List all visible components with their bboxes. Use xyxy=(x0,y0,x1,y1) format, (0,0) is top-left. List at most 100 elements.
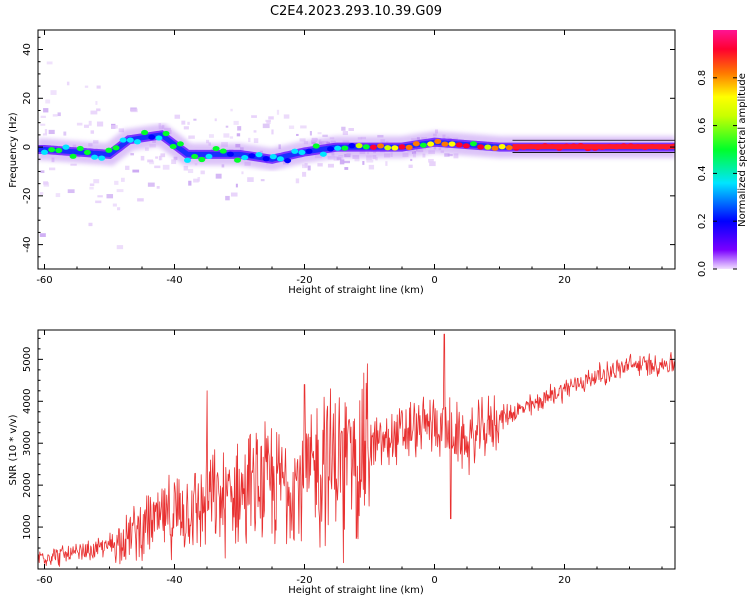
ridge-blob xyxy=(355,143,363,149)
spectral-sample xyxy=(221,164,225,168)
spectral-sample xyxy=(225,125,229,128)
ridge-blob xyxy=(448,141,456,147)
ridge-blob xyxy=(141,129,149,136)
spectral-sample xyxy=(112,203,117,207)
spectral-sample xyxy=(44,129,48,134)
spectral-sample xyxy=(57,112,61,117)
spectral-sample xyxy=(302,164,308,169)
ridge-blob xyxy=(427,141,435,147)
spectral-sample xyxy=(93,140,99,144)
spectral-sample xyxy=(309,131,312,136)
spectral-sample xyxy=(106,194,114,199)
y-tick-label: -20 xyxy=(22,188,33,204)
y-tick-label: 4000 xyxy=(22,389,33,414)
ridge-blob xyxy=(241,154,249,161)
spectrogram-ridge-layer xyxy=(38,123,675,171)
spectral-sample xyxy=(160,153,166,158)
colorbar-tick-label: 0.4 xyxy=(697,165,708,181)
y-tick-label: 20 xyxy=(22,92,33,105)
snr-series-line xyxy=(38,333,675,567)
ridge-blob xyxy=(412,141,420,147)
spectral-sample xyxy=(236,133,241,137)
snr-frame xyxy=(37,329,676,570)
ridge-blob xyxy=(491,145,499,151)
spectral-sample xyxy=(181,120,186,125)
ridge-blob xyxy=(234,157,242,163)
ridge-blob xyxy=(226,151,234,157)
ridge-blob xyxy=(262,156,270,162)
spectral-sample xyxy=(144,147,149,151)
spectral-sample xyxy=(43,181,48,185)
x-tick-label: -40 xyxy=(166,575,182,586)
ridge-blob xyxy=(498,144,506,150)
spectral-sample xyxy=(447,153,453,157)
spectrogram-xlabel: Height of straight line (km) xyxy=(288,285,424,296)
spectral-sample xyxy=(111,125,118,129)
spectral-sample xyxy=(302,171,307,177)
colorbar-label: Normalized spectral amplitude xyxy=(737,73,748,227)
spectral-sample xyxy=(283,114,290,119)
spectral-sample xyxy=(429,161,436,167)
ridge-blob xyxy=(76,145,84,152)
ridge-blob xyxy=(327,146,334,152)
spectral-sample xyxy=(132,169,140,173)
spectral-sample xyxy=(208,134,214,138)
spectral-sample xyxy=(225,195,230,201)
spectral-sample xyxy=(89,183,95,187)
spectral-sample xyxy=(96,108,101,112)
spectral-sample xyxy=(237,126,242,131)
ridge-blob xyxy=(69,153,77,159)
spectral-sample xyxy=(271,129,274,135)
spectral-sample xyxy=(214,118,217,122)
ridge-blob xyxy=(55,147,63,154)
spectral-sample xyxy=(156,186,160,189)
x-tick-label: -60 xyxy=(36,575,52,586)
ridge-blob xyxy=(284,157,292,164)
ridge-blob xyxy=(126,137,134,143)
spectral-sample xyxy=(52,114,58,117)
y-tick-label: -40 xyxy=(22,236,33,252)
spectral-sample xyxy=(342,131,348,136)
spectral-sample xyxy=(348,128,354,131)
ridge-blob xyxy=(434,138,442,145)
ridge-blob xyxy=(148,134,156,140)
y-tick-label: 5000 xyxy=(22,347,33,372)
ridge-blob xyxy=(384,145,392,151)
colorbar-gradient xyxy=(713,30,737,269)
spectral-sample xyxy=(140,155,145,161)
spectral-sample xyxy=(197,177,201,182)
ridge-blob xyxy=(276,156,284,162)
spectral-sample xyxy=(408,164,413,168)
ridge-blob xyxy=(334,145,342,151)
ridge-blob xyxy=(212,145,220,152)
spectral-sample xyxy=(42,133,48,136)
ridge-blob xyxy=(505,144,513,151)
spectral-sample xyxy=(444,153,450,157)
spectral-sample xyxy=(339,159,345,165)
spectral-sample xyxy=(39,192,44,195)
spectral-sample xyxy=(230,192,238,197)
spectral-sample xyxy=(83,124,89,128)
spectral-sample xyxy=(253,138,259,144)
ridge-blob xyxy=(470,141,477,147)
ridge-blob xyxy=(112,145,120,151)
spectral-sample xyxy=(90,110,98,115)
ridge-blob xyxy=(291,148,299,154)
spectral-sample xyxy=(63,131,67,136)
spectrogram-ylabel: Frequency (Hz) xyxy=(8,112,19,188)
spectral-sample xyxy=(428,158,434,163)
spectral-sample xyxy=(366,159,374,163)
spectral-sample xyxy=(43,108,49,113)
spectral-sample xyxy=(84,85,89,88)
ridge-blob xyxy=(255,152,263,158)
spectral-sample xyxy=(453,153,459,159)
colorbar-tick-label: 0.6 xyxy=(697,118,708,134)
x-tick-label: 20 xyxy=(558,575,571,586)
spectral-sample xyxy=(90,130,95,134)
spectral-sample xyxy=(130,108,138,113)
ridge-blob xyxy=(312,143,320,149)
ridge-blob xyxy=(455,142,463,148)
spectral-sample xyxy=(296,133,299,136)
spectral-sample xyxy=(40,170,45,174)
ridge-blob xyxy=(62,144,70,150)
